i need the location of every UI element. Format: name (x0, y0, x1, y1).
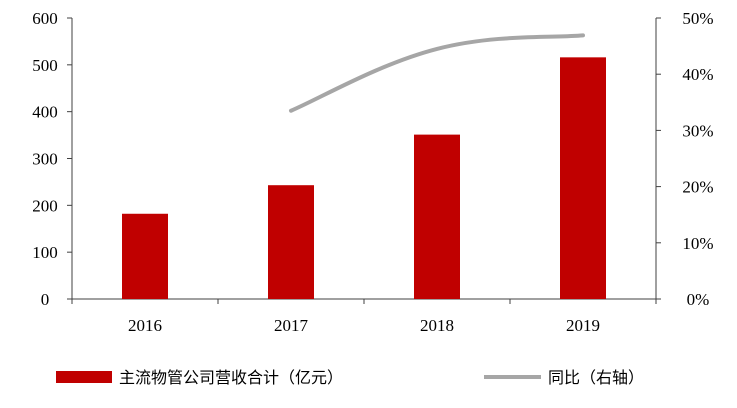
bar-series (122, 57, 606, 300)
x-axis-ticks: 2016 2017 2018 2019 (71, 299, 657, 335)
bar (268, 185, 314, 299)
bar (560, 57, 606, 300)
left-tick-label: 600 (32, 9, 58, 28)
right-tick-label: 20% (682, 178, 713, 197)
right-tick-label: 10% (682, 234, 713, 253)
right-tick-label: 50% (682, 9, 713, 28)
line-series (289, 33, 585, 113)
right-tick-label: 30% (682, 121, 713, 140)
left-tick-label: 200 (32, 196, 58, 215)
legend-bar-label: 主流物管公司营收合计（亿元） (119, 368, 343, 387)
right-tick-label: 0% (687, 290, 710, 309)
left-tick-label: 0 (41, 290, 50, 309)
x-tick-label: 2016 (128, 316, 162, 335)
right-axis-ticks: 0% 10% 20% 30% 40% 50% (656, 9, 714, 309)
x-tick-label: 2019 (566, 316, 600, 335)
left-axis-ticks: 0 100 200 300 400 500 600 (32, 9, 72, 309)
right-tick-label: 40% (682, 65, 713, 84)
left-tick-label: 500 (32, 56, 58, 75)
x-tick-label: 2017 (274, 316, 309, 335)
legend: 主流物管公司营收合计（亿元） 同比（右轴） (56, 368, 644, 387)
x-tick-label: 2018 (420, 316, 454, 335)
left-tick-label: 100 (32, 243, 58, 262)
line-path (289, 33, 585, 113)
left-tick-label: 300 (32, 150, 58, 169)
left-tick-label: 400 (32, 103, 58, 122)
bar (414, 134, 460, 299)
legend-line-label: 同比（右轴） (548, 368, 644, 387)
legend-bar-swatch (56, 371, 112, 383)
bar (122, 213, 168, 299)
